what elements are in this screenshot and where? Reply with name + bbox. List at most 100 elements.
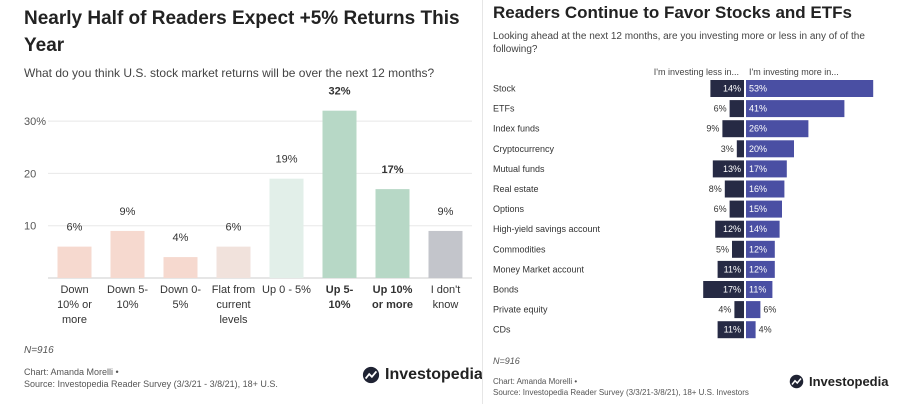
category-label: Stock [493,84,516,94]
investopedia-logo-text: Investopedia [385,366,483,383]
bar [216,246,251,278]
bar-less [715,220,744,238]
category-label: High-yield savings account [493,224,601,234]
right-chart-subtitle: Looking ahead at the next 12 months, are… [493,31,865,55]
bar-less-value: 17% [723,285,741,295]
bar-less [717,321,744,339]
bar-less-value: 14% [723,84,741,94]
series-header-more: I'm investing more in... [749,67,839,77]
bar-more [746,220,780,238]
bar-less [710,80,744,97]
left-chart-title: Nearly Half of Readers Expect +5% Return… [24,8,460,56]
bar [57,246,92,278]
left-chart-subtitle: What do you think U.S. stock market retu… [24,66,435,80]
bar [110,230,145,278]
investopedia-logo[interactable]: Investopedia [789,374,888,389]
bar [269,178,304,278]
bar-more [746,140,794,158]
bar-more [746,321,756,339]
bar-more [746,160,787,178]
bar-more-value: 16% [749,184,767,194]
bar-more-value: 26% [749,124,767,134]
bar-more-value: 15% [749,204,767,214]
category-label: Options [493,204,525,214]
bar-value-label: 6% [226,222,242,234]
bar-more-value: 12% [749,264,767,274]
bar-less [732,240,744,258]
bar-less-value: 4% [718,305,731,315]
bar-more-value: 14% [749,224,767,234]
bar-less [722,120,744,138]
bar-more-value: 53% [749,84,767,94]
bar-more [746,240,775,258]
bar-more [746,120,809,138]
bar-more-value: 11% [749,285,766,295]
bar-less-value: 12% [723,224,741,234]
bar-less-value: 9% [706,124,719,134]
bar-value-label: 4% [173,232,189,244]
left-sample-size: N=916 [24,345,54,356]
bar-value-label: 9% [120,206,136,218]
x-category-label: Down 10% or more [57,284,92,326]
bar-more [746,180,785,198]
bar [163,257,198,278]
bar-less-value: 3% [721,144,734,154]
y-tick-label: 20 [24,168,36,180]
bar-less [712,160,744,178]
investopedia-logo-text: Investopedia [809,374,889,389]
bar-more-value: 17% [749,164,767,174]
bar-less [734,301,744,319]
right-chart-credit: Chart: Amanda Morelli • [493,377,578,386]
bar-less-value: 11% [724,264,741,274]
category-label: Mutual funds [493,164,545,174]
left-chart-credit: Chart: Amanda Morelli • [24,367,119,377]
bar-more-value: 41% [749,104,767,114]
bar-less-value: 5% [716,244,729,254]
bar-value-label: 19% [275,154,297,166]
y-tick-label: 10 [24,221,36,233]
bar-less-value: 6% [714,104,727,114]
bar [375,189,410,278]
right-chart-title: Readers Continue to Favor Stocks and ETF… [493,3,852,22]
bar-more-value: 12% [749,244,767,254]
category-label: Bonds [493,285,519,295]
bar-value-label: 6% [67,222,83,234]
investopedia-logo-icon [362,366,380,384]
x-category-label: Up 5-10% [326,284,354,311]
x-category-label: Up 0 - 5% [262,284,311,296]
bar-more [746,100,845,118]
bar-more-value: 20% [749,144,767,154]
bar-less [703,281,744,298]
category-label: Index funds [493,124,540,134]
bar-more [746,301,761,319]
category-label: Cryptocurrency [493,144,555,154]
bar-more [746,281,773,298]
left-chart-panel: Nearly Half of Readers Expect +5% Return… [24,8,483,389]
bar-less [724,180,744,198]
category-label: Private equity [493,305,548,315]
category-label: CDs [493,325,511,335]
bar-value-label: 32% [328,86,350,98]
category-label: Real estate [493,184,539,194]
bar-less-value: 13% [723,164,741,174]
left-chart-source: Source: Investopedia Reader Survey (3/3/… [24,379,278,389]
investopedia-logo[interactable]: Investopedia [362,366,483,384]
y-tick-label: 30% [24,116,46,128]
bar [322,110,357,278]
category-label: ETFs [493,104,515,114]
bar-less [729,200,744,218]
bar [428,230,463,278]
returns-bar-chart: 10 20 30% 6% Down 10% or more 9% Down 5-10% 4% Dow… [24,86,472,326]
x-category-label: Up 10% or more [372,284,413,311]
bar-more [746,200,782,218]
x-category-label: I don't know [431,284,461,311]
x-category-label: Down 0-5% [160,284,201,311]
bar-value-label: 9% [438,206,454,218]
series-header-less: I'm investing less in... [654,67,739,77]
bar-less [717,260,744,278]
x-category-label: Down 5-10% [107,284,148,311]
bar-less-value: 8% [709,184,722,194]
bar-less-value: 11% [724,325,741,335]
bar-more-value: 6% [763,305,776,315]
category-label: Money Market account [493,264,585,274]
